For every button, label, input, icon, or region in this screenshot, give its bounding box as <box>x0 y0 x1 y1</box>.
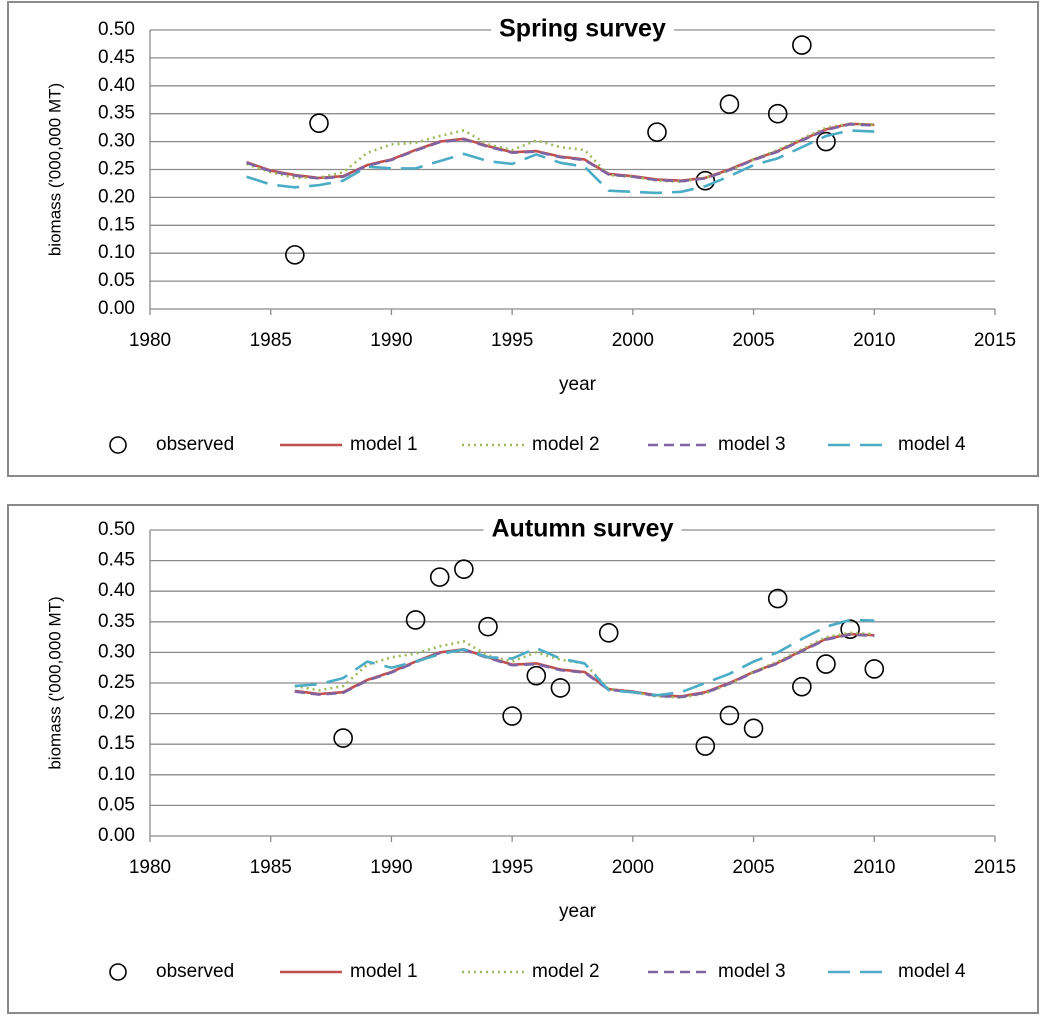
panel <box>7 1 1039 477</box>
y-tick-label: 0.50 <box>98 19 135 40</box>
observed-point <box>864 659 885 679</box>
observed-point <box>454 559 474 579</box>
y-tick-label: 0.10 <box>98 242 135 263</box>
y-tick-label: 0.10 <box>98 764 135 785</box>
x-axis-label: year <box>559 901 597 922</box>
legend-label: model 3 <box>718 434 786 455</box>
chart-title: Autumn survey <box>492 515 674 543</box>
observed-point <box>429 567 450 587</box>
x-tick-label: 2015 <box>974 330 1016 351</box>
observed-point <box>695 736 716 756</box>
x-tick-label: 2005 <box>732 857 774 878</box>
model-line <box>246 122 875 184</box>
y-tick-label: 0.00 <box>98 825 135 846</box>
x-tick-label: 2000 <box>612 857 654 878</box>
y-tick-label: 0.15 <box>98 214 135 235</box>
observed-point <box>816 654 836 674</box>
x-tick-label: 1990 <box>370 857 412 878</box>
y-tick-label: 0.40 <box>98 580 135 601</box>
observed-point <box>502 706 522 726</box>
legend-marker <box>109 963 127 981</box>
y-axis-label: biomass ('000,000 MT) <box>45 83 64 256</box>
chart-title: Spring survey <box>499 15 666 43</box>
y-tick-label: 0.30 <box>98 131 135 152</box>
x-tick-label: 2005 <box>732 330 774 351</box>
observed-point <box>719 705 740 726</box>
x-axis-label: year <box>559 374 597 395</box>
y-axis-label: biomass ('000,000 MT) <box>45 596 64 769</box>
legend-label: observed <box>156 961 234 982</box>
legend-label: model 2 <box>532 961 600 982</box>
x-tick-label: 2000 <box>612 330 654 351</box>
title-background <box>483 514 682 543</box>
legend-label: model 1 <box>350 961 418 982</box>
observed-point <box>405 610 426 630</box>
model-line <box>294 618 875 697</box>
observed-point <box>598 623 619 643</box>
y-tick-label: 0.05 <box>98 270 135 291</box>
y-tick-label: 0.15 <box>98 733 135 754</box>
y-tick-label: 0.50 <box>98 519 135 540</box>
x-tick-label: 1985 <box>250 857 292 878</box>
x-tick-label: 1985 <box>250 330 292 351</box>
observed-point <box>719 94 740 115</box>
legend-label: model 1 <box>350 434 418 455</box>
x-tick-label: 1980 <box>129 857 171 878</box>
x-tick-label: 2010 <box>853 857 895 878</box>
x-tick-label: 1995 <box>491 857 533 878</box>
x-tick-label: 2010 <box>853 330 895 351</box>
observed-point <box>767 103 788 124</box>
legend-label: model 4 <box>898 434 966 455</box>
y-tick-label: 0.20 <box>98 703 135 724</box>
legend-label: model 3 <box>718 961 786 982</box>
legend-label: observed <box>156 434 234 455</box>
y-tick-label: 0.25 <box>98 159 135 180</box>
observed-point <box>743 718 764 739</box>
x-tick-label: 1980 <box>129 330 171 351</box>
observed-point <box>647 122 667 142</box>
legend-label: model 4 <box>898 961 966 982</box>
y-tick-label: 0.00 <box>98 298 135 319</box>
x-tick-label: 1995 <box>491 330 533 351</box>
observed-point <box>309 113 329 133</box>
y-tick-label: 0.05 <box>98 794 135 815</box>
y-tick-label: 0.40 <box>98 75 135 96</box>
panel <box>7 504 1039 1014</box>
observed-point <box>792 35 812 55</box>
y-tick-label: 0.25 <box>98 672 135 693</box>
observed-point <box>550 678 571 698</box>
observed-point <box>792 676 812 697</box>
x-tick-label: 1990 <box>370 330 412 351</box>
observed-point <box>840 619 860 639</box>
observed-point <box>526 665 547 686</box>
y-tick-label: 0.30 <box>98 641 135 662</box>
y-tick-label: 0.45 <box>98 550 135 571</box>
observed-point <box>333 728 353 748</box>
y-tick-label: 0.35 <box>98 611 135 632</box>
x-tick-label: 2015 <box>974 857 1016 878</box>
y-tick-label: 0.35 <box>98 103 135 124</box>
model-line <box>294 633 875 699</box>
legend-marker <box>109 436 127 454</box>
y-tick-label: 0.20 <box>98 186 135 207</box>
model-line <box>246 123 875 183</box>
observed-point <box>285 245 305 265</box>
y-tick-label: 0.45 <box>98 47 135 68</box>
model-line <box>246 129 875 195</box>
observed-point <box>816 131 836 152</box>
observed-point <box>767 588 788 609</box>
observed-point <box>478 616 498 637</box>
title-background <box>491 14 674 43</box>
legend-label: model 2 <box>532 434 600 455</box>
